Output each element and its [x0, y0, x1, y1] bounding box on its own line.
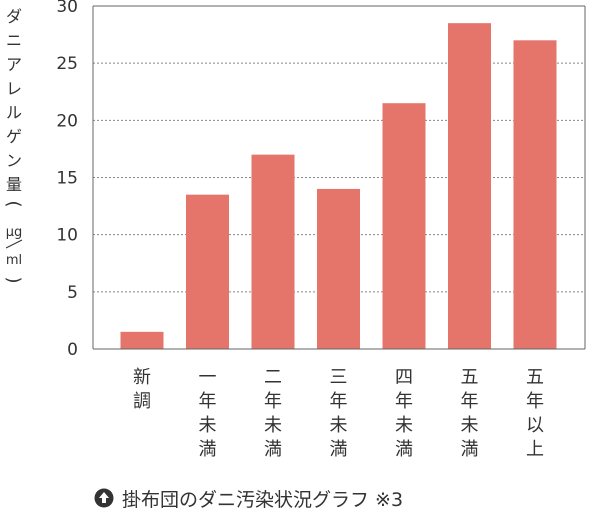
- y-unit-numerator: μg: [6, 225, 23, 240]
- y-tick-label: 5: [67, 283, 78, 303]
- y-axis-unit: ( μg ml): [3, 200, 24, 283]
- x-tick-label: 四年未満: [395, 367, 413, 460]
- bar: [186, 194, 229, 349]
- x-tick-label: 五年以上: [526, 367, 544, 460]
- x-tick-label: 一年未満: [199, 367, 217, 460]
- arrow-up-circle-icon: [94, 488, 114, 508]
- y-tick-label: 0: [67, 340, 78, 360]
- y-tick-labels: 0 5 10 15 20 25 30: [56, 0, 78, 360]
- y-axis-label: ダニアレルゲン量 ( μg ml): [3, 7, 24, 284]
- y-tick-label: 20: [56, 111, 78, 131]
- bar: [120, 331, 164, 349]
- axes: [92, 5, 586, 350]
- y-unit-denominator: ml: [6, 253, 22, 268]
- x-tick-label: 二年未満: [264, 367, 282, 460]
- bar: [513, 40, 557, 350]
- bar: [382, 103, 426, 349]
- bar: [251, 154, 295, 349]
- x-tick-label: 三年未満: [330, 367, 348, 460]
- bars: [120, 23, 557, 350]
- y-tick-label: 30: [56, 0, 78, 17]
- y-unit-slash: [5, 239, 23, 249]
- y-unit-open-paren: (: [3, 200, 24, 207]
- chart-caption: 掛布団のダニ汚染状況グラフ ※3: [94, 486, 404, 511]
- x-tick-label: 新調: [133, 367, 151, 412]
- caption-text: 掛布団のダニ汚染状況グラフ ※3: [122, 488, 404, 511]
- y-unit-close-paren: ): [3, 276, 24, 283]
- y-axis-title: ダニアレルゲン量: [6, 7, 22, 194]
- y-tick-label: 25: [56, 54, 78, 74]
- x-tick-labels: 新調 一年未満 二年未満 三年未満 四年未満 五年未満 五年以上: [133, 367, 544, 460]
- bar: [317, 188, 360, 349]
- x-tick-label: 五年未満: [461, 367, 479, 460]
- y-tick-label: 10: [56, 226, 78, 246]
- bar: [448, 23, 491, 350]
- y-tick-label: 15: [56, 169, 78, 189]
